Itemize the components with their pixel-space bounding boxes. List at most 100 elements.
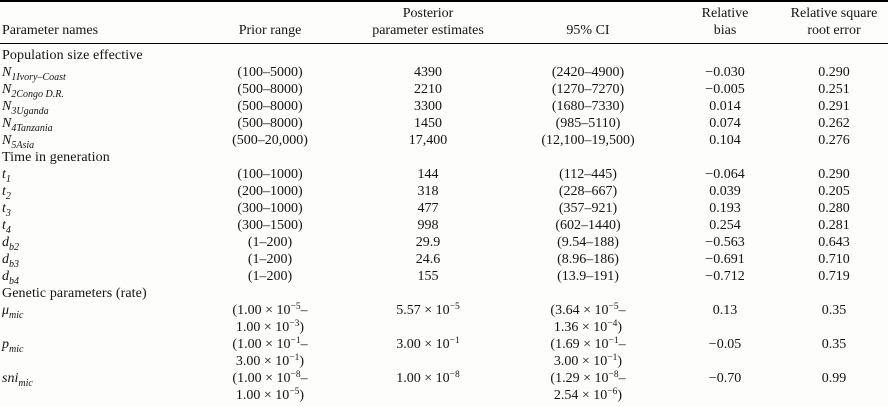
prior-range-cell: (1–200)	[190, 234, 350, 251]
cell-line: 3300	[414, 99, 442, 114]
param-symbol: μ	[2, 303, 10, 318]
cell-line: (300–1500)	[237, 218, 303, 233]
cell-line: 0.262	[818, 116, 850, 131]
estimate-cell: 1.00 × 10−8	[350, 370, 506, 407]
prior-range-cell: (500–8000)	[190, 115, 350, 132]
bias-cell: 0.254	[670, 217, 780, 234]
exponent: −8	[290, 370, 301, 381]
exponent: −1	[290, 336, 301, 347]
col-header-prior-range: Prior range	[190, 1, 350, 44]
param-subscript: mic	[18, 377, 33, 389]
param-row: μmic (1.00 × 10−5– 1.00 × 10−3) 5.57 × 10−5…	[0, 302, 888, 336]
bias-cell: −0.064	[670, 166, 780, 183]
error-cell: 0.35	[780, 302, 888, 336]
exponent: −6	[607, 387, 618, 398]
cell-line: 155	[417, 269, 439, 284]
col-header-label: 95% CI	[566, 23, 610, 38]
header-row: Parameter names Prior range Posterior pa…	[0, 1, 888, 44]
cell-line: (1.00 × 10−1–	[232, 336, 308, 353]
cell-line: 2210	[414, 82, 442, 97]
param-symbol: d	[2, 252, 9, 267]
cell-line: 0.254	[709, 218, 741, 233]
cell-line: 0.280	[818, 201, 850, 216]
ci-cell: (12,100–19,500)	[506, 132, 670, 149]
col-header-relative-bias: Relative bias	[670, 1, 780, 44]
cell-line: (3.64 × 10−5–	[550, 302, 626, 319]
exponent: −5	[449, 302, 460, 313]
ci-cell: (1680–7330)	[506, 98, 670, 115]
table-header: Parameter names Prior range Posterior pa…	[0, 1, 888, 44]
error-cell: 0.291	[780, 98, 888, 115]
cell-line: 0.291	[818, 99, 850, 114]
cell-line: 0.35	[821, 337, 847, 352]
cell-line: 29.9	[415, 235, 441, 250]
cell-line: (12,100–19,500)	[541, 133, 635, 148]
param-subscript: 4Tanzania	[11, 122, 53, 134]
cell-line: 1.00 × 10−3)	[235, 319, 305, 336]
param-name-cell: μmic	[0, 302, 190, 336]
estimate-cell: 24.6	[350, 251, 506, 268]
cell-line: 0.074	[709, 116, 741, 131]
error-cell: 0.281	[780, 217, 888, 234]
cell-line: (357–921)	[558, 201, 618, 216]
param-subscript: mic	[9, 309, 24, 321]
cell-line: 0.710	[818, 252, 850, 267]
prior-range-cell: (1.00 × 10−1– 3.00 × 10−1)	[190, 336, 350, 370]
param-symbol: N	[2, 99, 12, 114]
col-header-label: Relative	[701, 6, 749, 21]
estimate-cell: 155	[350, 268, 506, 285]
param-row: pmic (1.00 × 10−1– 3.00 × 10−1) 3.00 × 10−1…	[0, 336, 888, 370]
cell-line: 0.193	[709, 201, 741, 216]
prior-range-cell: (200–1000)	[190, 183, 350, 200]
estimate-cell: 4390	[350, 64, 506, 81]
col-header-posterior-estimates: Posterior parameter estimates	[350, 1, 506, 44]
param-row: t3 (300–1000) 477 (357–921) 0.193 0.280	[0, 200, 888, 218]
bias-cell: −0.030	[670, 64, 780, 81]
prior-range-cell: (1–200)	[190, 268, 350, 285]
estimate-cell: 2210	[350, 81, 506, 98]
cell-line: 17,400	[408, 133, 448, 148]
estimate-cell: 5.57 × 10−5	[350, 302, 506, 336]
cell-line: −0.05	[708, 337, 742, 352]
param-row: db3 (1–200) 24.6 (8.96–186) −0.691 0.710	[0, 251, 888, 270]
bias-cell: 0.104	[670, 132, 780, 149]
error-cell: 0.262	[780, 115, 888, 132]
cell-line: 0.290	[818, 167, 850, 182]
prior-range-cell: (100–1000)	[190, 166, 350, 183]
estimate-cell: 1450	[350, 115, 506, 132]
cell-line: (8.96–186)	[557, 252, 619, 267]
cell-line: 998	[417, 218, 439, 233]
cell-line: 0.13	[712, 303, 738, 318]
param-symbol: sni	[2, 371, 19, 386]
error-cell: 0.290	[780, 166, 888, 183]
col-header-label: Parameter names	[2, 23, 99, 38]
prior-range-cell: (1–200)	[190, 251, 350, 268]
cell-line: (500–8000)	[237, 82, 303, 97]
error-cell: 0.276	[780, 132, 888, 149]
param-symbol: d	[2, 235, 9, 250]
cell-line: (1680–7330)	[551, 99, 625, 114]
ci-cell: (228–667)	[506, 183, 670, 200]
param-subscript: b3	[9, 258, 19, 270]
ci-cell: (3.64 × 10−5– 1.36 × 10−4)	[506, 302, 670, 336]
cell-line: −0.712	[705, 269, 745, 284]
cell-line: (300–1000)	[237, 201, 303, 216]
param-row: N2Congo D.R. (500–8000) 2210 (1270–7270) −0.…	[0, 81, 888, 99]
param-row: t1 (100–1000) 144 (112–445) −0.064 0.290	[0, 166, 888, 184]
param-name-cell: N2Congo D.R.	[0, 81, 190, 99]
error-cell: 0.280	[780, 200, 888, 217]
param-symbol: N	[2, 133, 12, 148]
cell-line: (1–200)	[247, 252, 293, 267]
estimate-cell: 17,400	[350, 132, 506, 149]
cell-line: 477	[417, 201, 439, 216]
cell-line: (112–445)	[559, 167, 617, 182]
cell-line: (985–5110)	[555, 116, 621, 131]
cell-line: 0.290	[818, 65, 850, 80]
col-header-label: parameter estimates	[372, 23, 484, 38]
error-cell: 0.251	[780, 81, 888, 98]
param-symbol: d	[2, 269, 9, 284]
cell-line: 3.00 × 10−1	[396, 336, 460, 353]
param-symbol: N	[2, 82, 12, 97]
param-name-cell: db3	[0, 251, 190, 270]
